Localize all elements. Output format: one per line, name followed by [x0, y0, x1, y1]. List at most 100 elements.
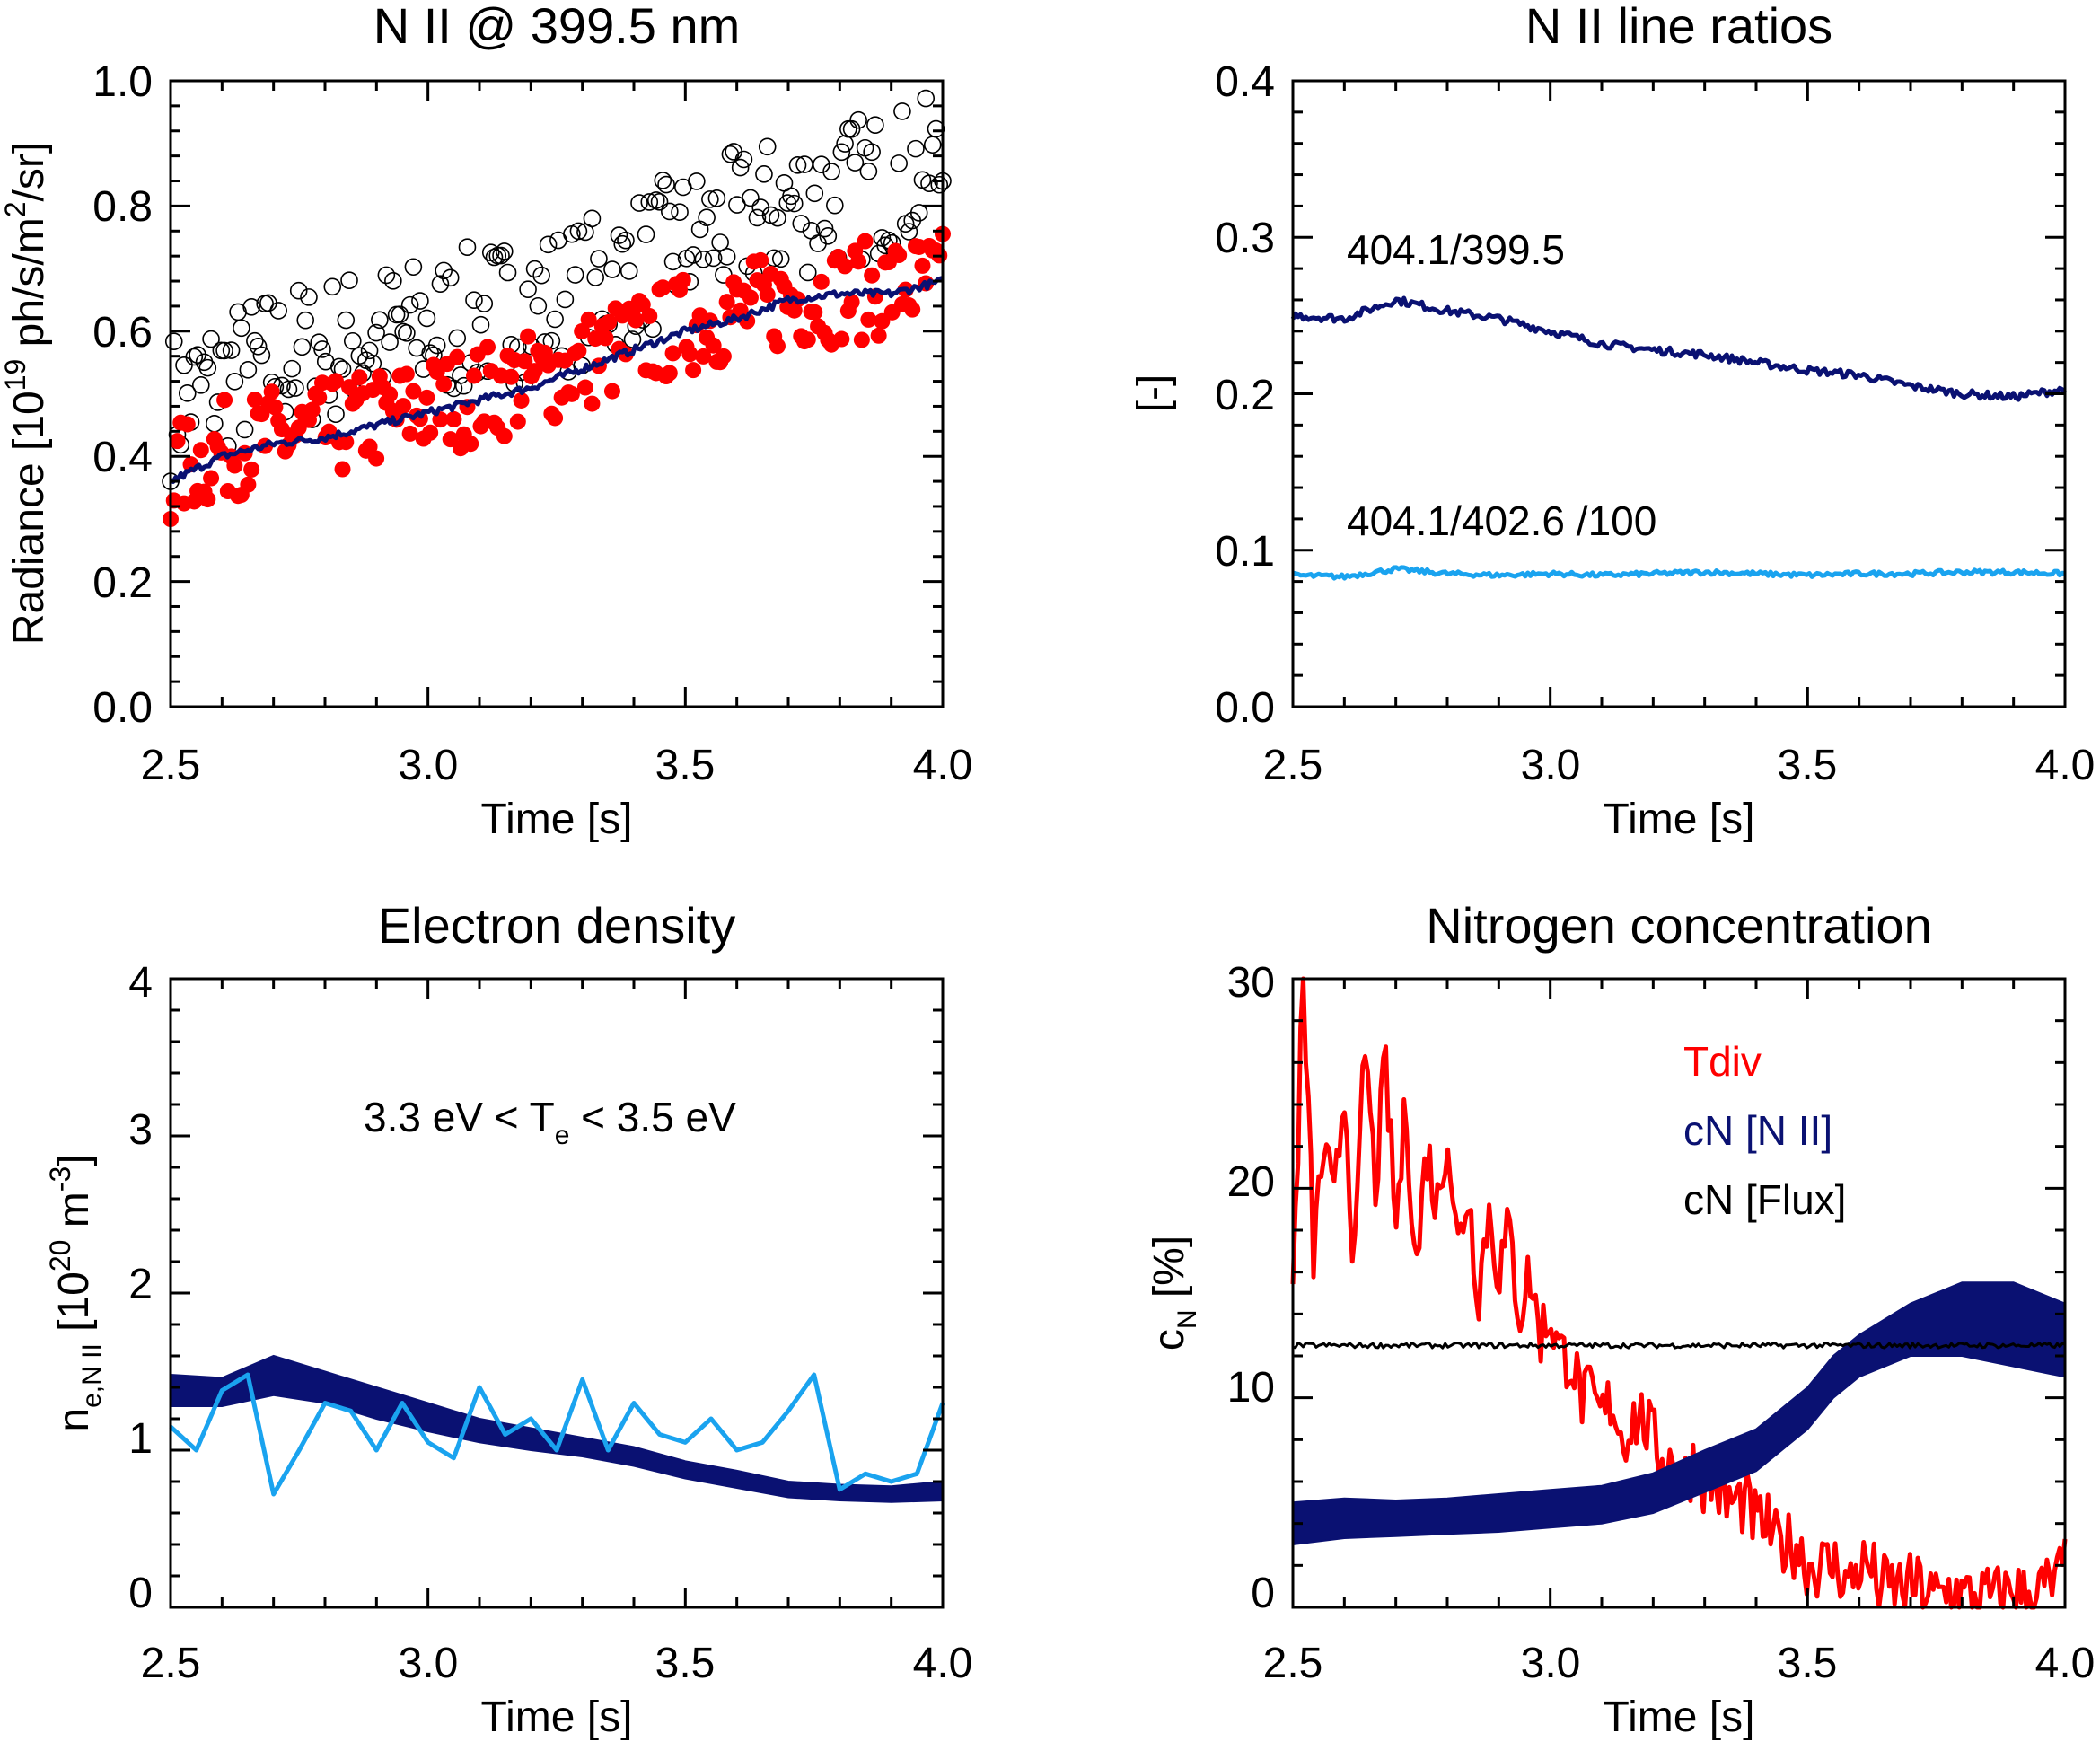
data-point-filled: [853, 331, 870, 348]
data-point-filled: [267, 399, 284, 416]
data-point-filled: [718, 294, 735, 311]
data-point-open: [917, 89, 936, 108]
data-point-open: [364, 354, 382, 373]
panel-title: Nitrogen concentration: [1426, 897, 1931, 954]
data-point-open: [404, 258, 423, 277]
x-axis-label: Time [s]: [481, 1694, 633, 1741]
y-tick-label: 0.2: [92, 559, 153, 607]
data-point-open: [819, 227, 838, 245]
data-point-open: [360, 341, 379, 360]
data-point-filled: [799, 331, 816, 348]
data-point-open: [340, 271, 358, 289]
y-tick-label: 20: [1227, 1158, 1275, 1206]
data-point-open: [202, 330, 220, 348]
series-line: [169, 1372, 945, 1497]
data-point-open: [492, 246, 510, 265]
data-point-filled: [705, 337, 722, 354]
data-point-open: [640, 193, 659, 211]
data-point-open: [327, 405, 345, 424]
data-point-filled: [226, 457, 243, 474]
data-point-filled: [603, 383, 620, 400]
panel-line-ratios: N II line ratios 2.5 3.0 3.5 4.0 0.0 0.1…: [1129, 0, 2095, 843]
data-point-open: [657, 175, 675, 194]
data-point-open: [832, 143, 851, 162]
data-point-open: [454, 376, 473, 395]
data-point-open: [417, 309, 436, 328]
data-point-open: [293, 338, 312, 356]
data-point-open: [704, 249, 723, 268]
data-point-open: [249, 338, 268, 356]
data-point-open: [769, 208, 786, 227]
data-point-open: [400, 295, 419, 314]
x-tick-label: 4.0: [913, 1640, 973, 1687]
y-tick-label: 1: [128, 1415, 153, 1463]
data-point-open: [909, 204, 928, 222]
data-point-open: [900, 223, 918, 241]
data-point-open: [337, 311, 356, 330]
series-line: [1290, 295, 2067, 402]
x-tick-label: 3.5: [1778, 742, 1838, 789]
data-point-open: [663, 252, 682, 271]
data-point-filled: [509, 413, 526, 430]
data-point-open: [371, 311, 389, 330]
data-point-filled: [243, 461, 260, 478]
data-point-filled: [580, 311, 597, 328]
data-point-open: [863, 143, 881, 162]
plot-frame: [169, 79, 945, 708]
data-point-open: [859, 162, 878, 180]
data-point-filled: [192, 442, 209, 459]
data-point-filled: [465, 367, 482, 384]
data-point-open: [893, 102, 911, 120]
data-point-open: [525, 260, 544, 278]
x-tick-label: 3.5: [1778, 1640, 1838, 1687]
data-point-filled: [199, 491, 216, 508]
data-point-filled: [904, 301, 921, 318]
data-point-filled: [860, 311, 877, 328]
data-point-open: [805, 184, 824, 203]
data-point-open: [195, 353, 214, 372]
data-point-open: [448, 329, 467, 348]
data-point-open: [441, 268, 460, 287]
data-point-open: [617, 231, 635, 250]
data-point-filled: [351, 369, 368, 386]
data-point-filled: [769, 338, 786, 355]
data-point-filled: [547, 409, 564, 427]
plot-marks: [162, 89, 952, 528]
data-point-open: [890, 154, 908, 172]
data-point-open: [748, 208, 767, 227]
y-tick-label: 0: [1251, 1570, 1275, 1617]
x-tick-label: 4.0: [2035, 1640, 2096, 1687]
legend-entry-cn-flux: cN [Flux]: [1683, 1176, 1846, 1223]
data-point-open: [539, 235, 558, 254]
data-point-filled: [422, 424, 439, 441]
x-axis-label: Time [s]: [1604, 796, 1755, 843]
y-tick-label: 1.0: [92, 58, 153, 106]
data-point-open: [252, 346, 271, 365]
y-tick-label: 0.1: [1215, 528, 1275, 576]
data-point-open: [849, 110, 867, 129]
data-point-open: [822, 163, 840, 180]
data-point-open: [707, 189, 726, 207]
data-point-open: [546, 310, 564, 329]
plot-frame: [169, 977, 945, 1609]
x-tick-label: 4.0: [2035, 742, 2096, 789]
data-point-open: [289, 281, 308, 300]
series-label-ratio-402: 404.1/402.6 /100: [1347, 497, 1656, 544]
data-point-open: [583, 209, 602, 228]
data-point-open: [701, 190, 719, 208]
data-point-filled: [742, 289, 759, 306]
data-point-filled: [503, 368, 520, 385]
data-point-open: [792, 215, 811, 233]
tick-marks: [169, 79, 945, 708]
panel-electron-density: Electron density 2.5 3.0 3.5 4.0 0 1 2 3…: [44, 897, 972, 1741]
data-point-filled: [641, 307, 658, 324]
data-point-open: [755, 165, 773, 183]
data-point-open: [646, 191, 665, 209]
data-point-filled: [445, 410, 462, 427]
data-point-open: [846, 154, 865, 172]
data-point-open: [661, 202, 679, 221]
data-point-open: [391, 305, 409, 323]
data-point-open: [798, 263, 817, 282]
data-point-open: [758, 137, 777, 156]
data-point-open: [556, 290, 575, 309]
